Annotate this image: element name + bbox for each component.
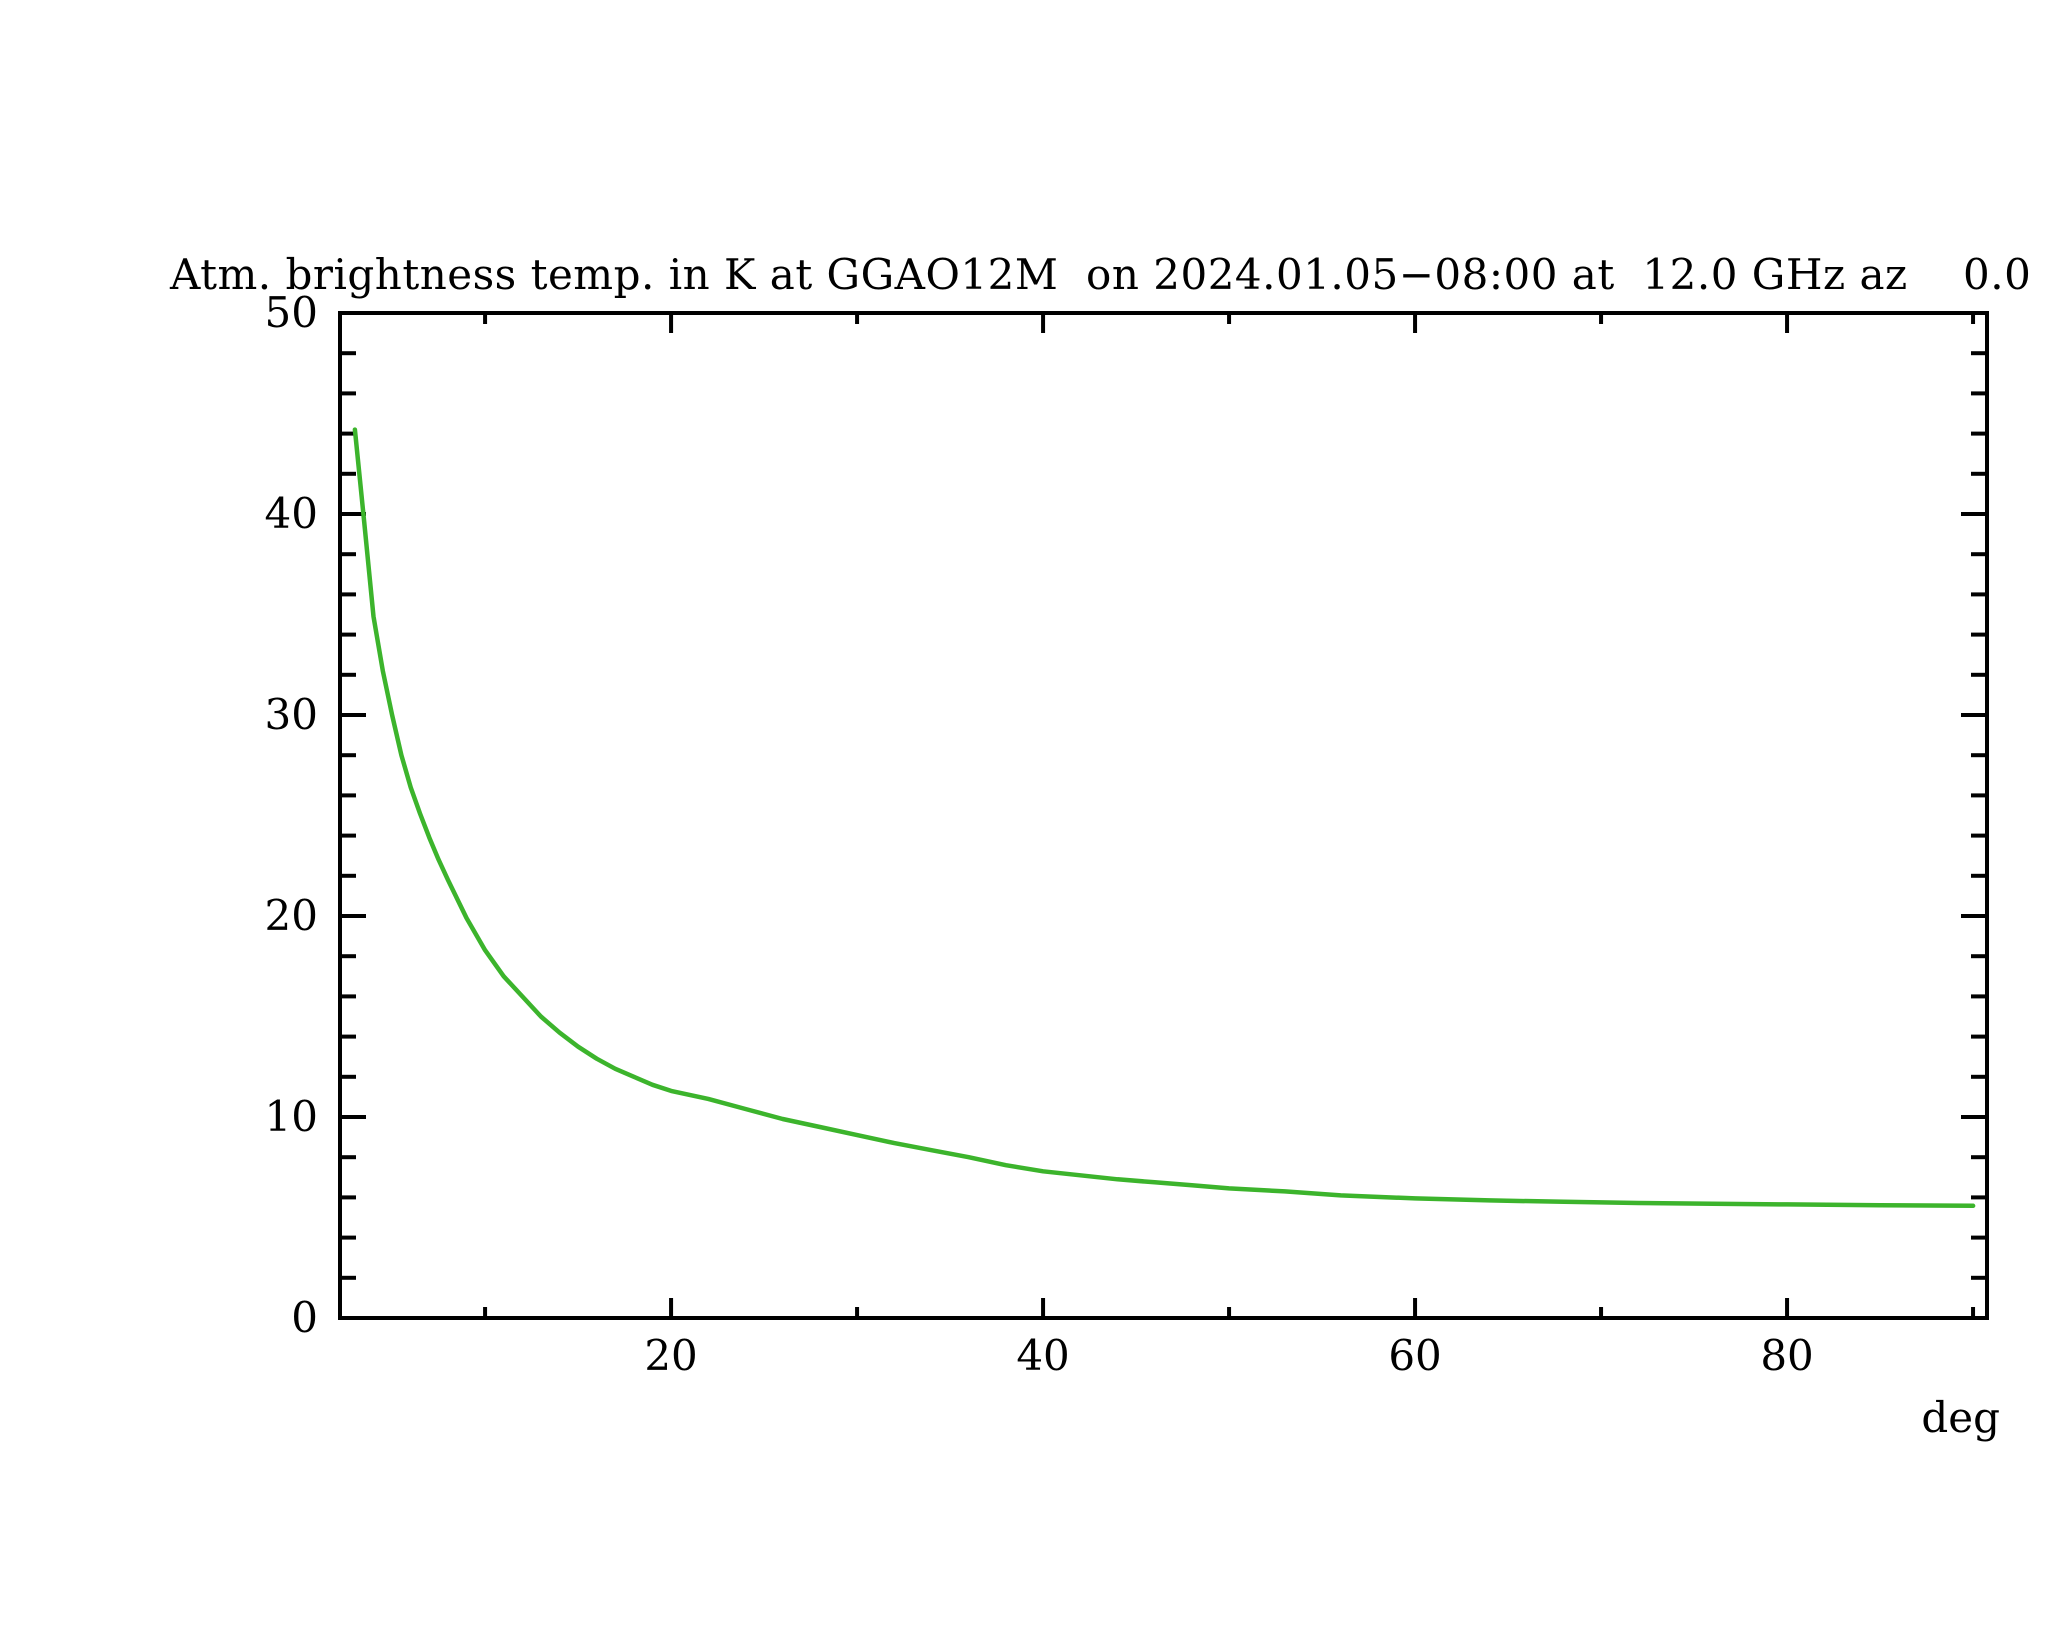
y-tick-label: 10 <box>264 1092 318 1141</box>
y-tick-label: 50 <box>264 288 318 337</box>
y-tick-label: 40 <box>264 489 318 538</box>
x-tick-label: 60 <box>1388 1331 1442 1380</box>
temperature-curve <box>352 427 1976 1209</box>
x-tick-label: 40 <box>1016 1331 1070 1380</box>
plot-frame <box>338 311 1989 1320</box>
x-tick-label: 80 <box>1760 1331 1814 1380</box>
x-axis-unit-label: deg <box>1921 1393 2000 1442</box>
y-tick-label: 0 <box>291 1293 318 1342</box>
y-tick-label: 20 <box>264 891 318 940</box>
y-tick-label: 30 <box>264 690 318 739</box>
x-tick-label: 20 <box>644 1331 698 1380</box>
chart-title: Atm. brightness temp. in K at GGAO12M on… <box>170 250 2032 299</box>
axes-and-ticks <box>338 311 1989 1320</box>
